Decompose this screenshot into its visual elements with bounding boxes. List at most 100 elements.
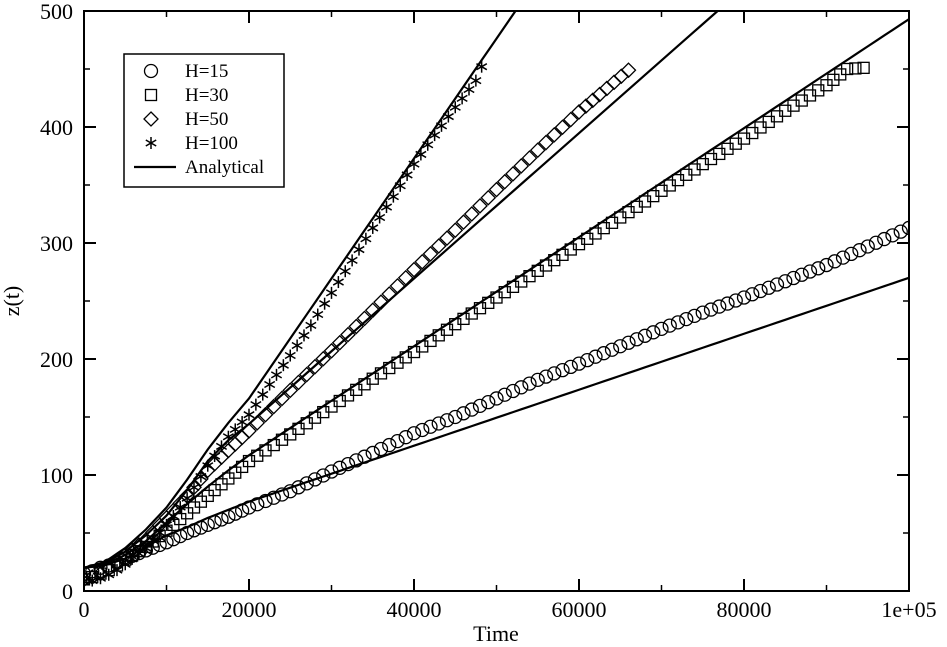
star-stroke [298,331,310,340]
circle-marker [794,267,809,282]
diamond-marker [546,126,563,143]
diamond-marker [513,158,530,174]
star-marker [291,339,303,352]
y-tick-label: 100 [40,463,73,488]
diamond-marker [274,390,290,407]
circle-marker [819,257,834,273]
star-stroke [147,536,159,544]
circle-marker [497,387,512,402]
circle-marker [258,493,273,509]
circle-marker [670,315,686,330]
star-stroke [374,213,386,222]
circle-marker [753,283,768,299]
diamond-marker [480,189,497,206]
legend-label-h-30: H=30 [185,85,228,106]
star-stroke [111,566,123,574]
diamond-marker [282,382,299,399]
star-marker [111,564,123,577]
diamond-marker [414,253,431,270]
star-stroke [442,112,454,121]
circle-marker [530,372,545,388]
circle-marker [893,224,908,239]
diamond-marker [422,245,439,262]
legend-box [123,53,285,188]
diamond-marker [406,261,422,278]
circle-marker [860,239,875,254]
circle-marker [316,468,331,483]
star-marker [456,92,468,105]
star-stroke [243,411,255,419]
star-stroke [422,141,434,149]
star-marker [284,349,296,362]
star-stroke [154,528,166,537]
star-stroke [312,310,324,319]
star-stroke [264,380,276,389]
star-stroke [353,245,365,254]
circle-marker [522,376,537,391]
x-tick-label: 80000 [717,597,772,622]
diamond-marker [430,238,447,254]
star-stroke [394,182,406,190]
circle-marker [390,433,405,449]
x-tick-label: 60000 [552,597,607,622]
star-stroke [476,63,488,71]
diamond-marker [447,222,464,239]
star-marker [312,308,324,321]
star-stroke [229,425,241,434]
star-marker [277,359,289,372]
star-marker [353,243,365,256]
circle-marker [481,395,496,410]
star-stroke [284,351,296,360]
square-marker [840,62,854,76]
star-stroke [145,139,157,147]
star-stroke [195,472,207,481]
diamond-marker [496,173,513,190]
circle-marker [695,305,710,320]
star-marker [264,378,276,391]
star-marker [236,416,248,429]
circle-marker [456,406,471,421]
circle-marker [646,325,661,340]
diamond-marker [554,119,571,136]
star-stroke [408,160,420,168]
circle-marker [373,441,389,457]
diamond-marker [364,302,381,319]
star-marker [346,254,358,267]
diamond-marker [488,181,505,198]
legend-label-analytical: Analytical [185,157,264,178]
circle-marker [283,484,298,499]
circle-marker [811,261,826,276]
star-marker [250,398,262,411]
circle-marker [307,472,323,487]
circle-marker [563,359,578,375]
circle-marker [877,231,892,247]
legend-label-h-15: H=15 [185,61,228,82]
series-analytical [84,11,909,569]
circle-marker [736,290,752,305]
star-stroke [270,371,283,379]
star-stroke [277,361,289,369]
diamond-marker [463,206,480,222]
circle-marker [464,402,479,417]
star-stroke [360,235,372,243]
diamond-marker [562,111,579,128]
circle-marker [555,362,570,378]
x-tick-label: 1e+05 [881,597,936,622]
circle-marker [621,335,636,350]
star-marker [298,329,310,342]
diamond-marker [439,230,455,247]
star-stroke [415,150,427,159]
star-stroke [222,433,234,441]
star-stroke [401,171,413,179]
diamond-marker [290,374,307,391]
circle-marker [613,339,628,354]
circle-marker [827,254,842,269]
legend-swatch-h-15 [143,63,159,79]
diamond-marker [521,150,538,167]
circle-marker [802,264,818,279]
star-stroke [449,103,461,111]
star-marker [94,572,107,585]
y-tick-label: 400 [40,115,73,140]
square-marker [857,61,870,74]
circle-marker [489,391,504,406]
